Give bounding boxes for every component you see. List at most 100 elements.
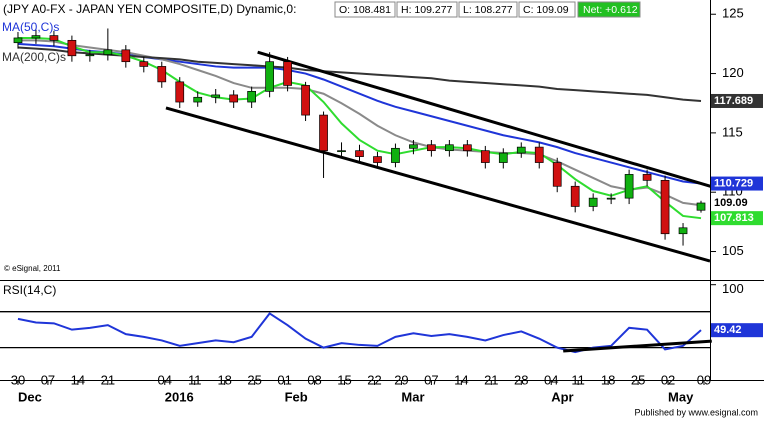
quote: L: 108.277 [463, 4, 513, 16]
quote-box [518, 1, 576, 18]
candle-body [427, 144, 436, 152]
month-label: Mar [401, 389, 424, 404]
candle-body [283, 61, 292, 86]
candle-body [660, 179, 670, 235]
x-tick-label: 25 [631, 372, 645, 387]
x-tick-label: 11 [571, 372, 585, 387]
x-tick-label: 14 [71, 372, 85, 387]
x-tick-label: 04 [158, 372, 172, 387]
last-value-label: 107.813 [714, 212, 754, 224]
last-value-box [711, 211, 763, 226]
candle-body [265, 61, 274, 92]
candle-body [247, 91, 256, 103]
candle-body [516, 146, 526, 154]
x-tick-label: 25 [247, 372, 261, 387]
candle-body [193, 96, 203, 103]
legend-entry: MA(200,C)s [2, 50, 66, 64]
last-value-box [711, 93, 763, 108]
candle-body [211, 94, 221, 98]
y-tick-label: 120 [722, 65, 744, 80]
header: (JPY A0-FX - JAPAN YEN COMPOSITE,D) Dyna… [3, 2, 296, 16]
x-tick-label: 04 [544, 372, 558, 387]
candle-body [409, 144, 418, 149]
net-box [577, 1, 641, 18]
last-value-label: 110.729 [714, 177, 753, 189]
last-value-box [711, 323, 763, 338]
candle-body [696, 202, 706, 211]
quote-box [334, 1, 396, 18]
quote: H: 109.277 [401, 4, 453, 16]
x-tick-label: 22 [367, 372, 381, 387]
candle-body [355, 150, 364, 157]
y-tick-label: 100 [722, 281, 744, 296]
candle-body [103, 49, 113, 55]
rsi-title: RSI(14,C) [3, 283, 56, 297]
x-tick-label: 28 [514, 372, 528, 387]
candle-body [642, 174, 652, 181]
x-tick-label: 09 [697, 372, 711, 387]
candle-body [391, 147, 400, 163]
trendline [257, 50, 713, 189]
credit: © eSignal, 2011 [4, 264, 61, 273]
month-label: Feb [285, 389, 308, 404]
x-tick-label: 21 [101, 372, 115, 387]
y-tick-label: 125 [722, 6, 744, 21]
quote: C: 109.09 [523, 4, 569, 16]
last-value-label: 109.09 [714, 197, 748, 209]
legend-entry: MA(50,C)s [2, 20, 59, 34]
candle-body [13, 37, 23, 44]
series-line [17, 36, 702, 220]
x-tick-label: 18 [601, 372, 615, 387]
series-line [17, 39, 702, 207]
x-tick-label: 11 [188, 372, 202, 387]
x-tick-label: 15 [337, 372, 351, 387]
candle-body [49, 35, 59, 41]
candle-body [445, 144, 454, 152]
x-tick-label: 30 [11, 372, 25, 387]
candle-body [301, 85, 310, 116]
y-tick-label: 115 [722, 124, 743, 139]
footer: Published by www.esignal.com [634, 407, 758, 417]
x-tick-label: 07 [41, 372, 55, 387]
y-tick-label: 105 [722, 243, 744, 258]
trendline [563, 339, 712, 353]
candle-body [606, 197, 616, 200]
last-value-box [711, 176, 763, 191]
candle-body [588, 197, 598, 207]
x-tick-label: 21 [484, 372, 498, 387]
x-tick-label: 07 [424, 372, 438, 387]
last-value-label: 117.689 [714, 95, 753, 107]
trendline [165, 106, 711, 263]
month-label: 2016 [165, 389, 194, 404]
last-value-label: 49.42 [714, 324, 742, 336]
x-tick-label: 29 [394, 372, 408, 387]
candle-body [337, 150, 346, 153]
candle-body [175, 81, 185, 103]
month-label: May [668, 389, 694, 404]
month-label: Apr [551, 389, 573, 404]
candle-body [570, 185, 580, 207]
candle-body [31, 35, 41, 39]
candle-body [121, 49, 131, 63]
quote: O: 108.481 [339, 4, 391, 16]
quote-box [458, 1, 518, 18]
candle-body [373, 156, 382, 163]
candle-body [85, 54, 95, 57]
month-label: Dec [18, 389, 42, 404]
candle-body [462, 144, 472, 152]
candle-body [678, 227, 688, 235]
x-tick-label: 01 [277, 372, 291, 387]
candle-body [139, 61, 149, 67]
x-tick-label: 08 [307, 372, 321, 387]
quote-box [396, 1, 458, 18]
x-tick-label: 18 [217, 372, 231, 387]
candle-body [624, 174, 634, 199]
candle-body [480, 150, 490, 163]
series-line [17, 46, 702, 102]
candle-body [498, 152, 508, 163]
last-value-box [711, 196, 763, 210]
candle-body [319, 114, 328, 152]
